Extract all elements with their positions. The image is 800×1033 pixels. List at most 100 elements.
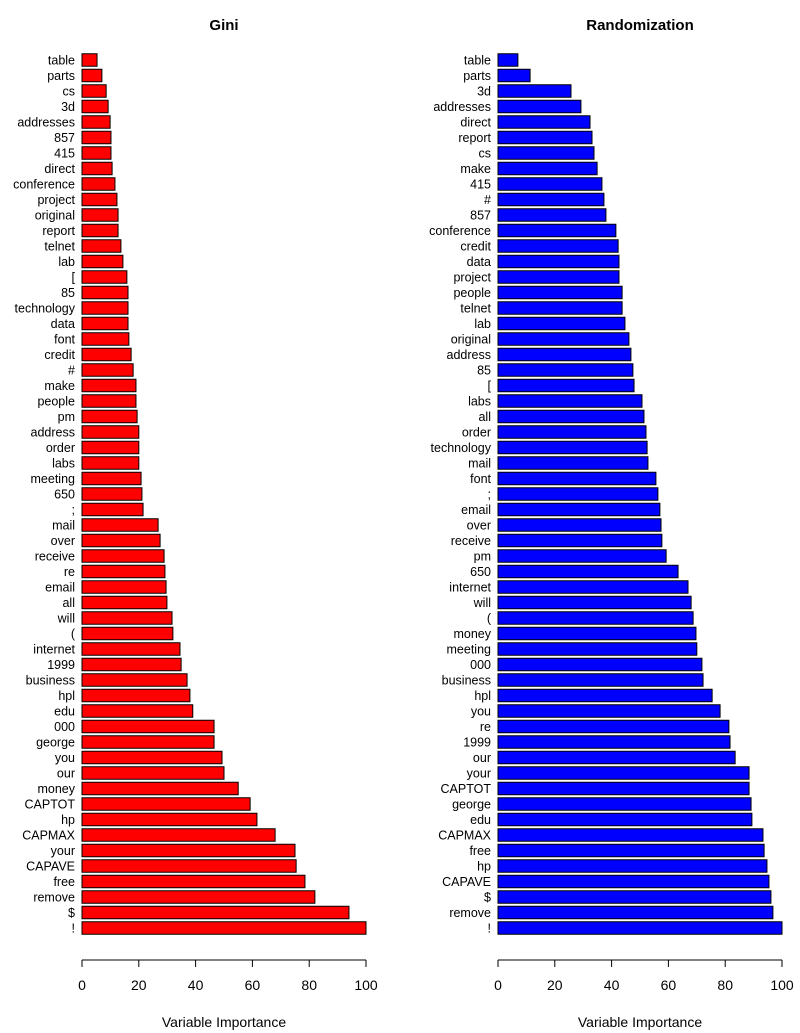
category-label: internet	[33, 643, 75, 657]
bar	[497, 549, 667, 563]
bar	[81, 580, 167, 594]
category-label: technology	[431, 441, 492, 455]
bar	[81, 812, 258, 827]
bar	[81, 781, 239, 796]
category-label: will	[57, 612, 75, 626]
category-label: conference	[13, 178, 75, 192]
category-label: 650	[54, 488, 75, 502]
category-label: CAPTOT	[25, 798, 76, 812]
bar	[497, 518, 662, 532]
bar	[497, 688, 713, 703]
category-label: conference	[429, 224, 491, 238]
bar	[81, 177, 116, 191]
category-label: (	[71, 627, 76, 641]
bar	[497, 285, 623, 300]
bar	[497, 301, 623, 315]
category-label: 85	[477, 364, 491, 378]
bar	[81, 378, 137, 393]
bar	[497, 223, 617, 238]
category-label: edu	[470, 813, 491, 827]
category-label: 857	[54, 131, 75, 145]
bar	[497, 270, 620, 284]
category-label: re	[480, 720, 491, 734]
category-label: direct	[44, 162, 75, 176]
x-tick-label: 100	[354, 977, 378, 993]
bar	[497, 533, 663, 548]
category-label: will	[473, 596, 491, 610]
bar	[497, 611, 694, 625]
bar	[81, 642, 181, 656]
bar	[81, 68, 103, 83]
category-label: meeting	[447, 643, 492, 657]
bar	[81, 874, 306, 889]
bar	[497, 580, 689, 594]
category-label: business	[442, 674, 491, 688]
bar	[81, 518, 159, 532]
bar	[497, 874, 770, 889]
category-label: our	[57, 767, 75, 781]
category-label: remove	[33, 891, 75, 905]
category-label: mail	[468, 457, 491, 471]
category-label: over	[51, 534, 75, 548]
bar	[497, 750, 736, 765]
bar	[497, 130, 593, 145]
category-label: receive	[35, 550, 75, 564]
category-label: people	[37, 395, 75, 409]
bar	[497, 99, 582, 114]
category-label: $	[68, 906, 75, 920]
category-label: over	[467, 519, 491, 533]
category-label: addresses	[17, 116, 75, 130]
bar	[81, 828, 276, 842]
bar	[497, 347, 632, 362]
bar	[81, 595, 168, 610]
category-label: 415	[54, 147, 75, 161]
bar	[81, 332, 130, 346]
category-label: email	[45, 581, 75, 595]
x-tick-label: 40	[604, 977, 620, 993]
category-label: 1999	[463, 736, 491, 750]
bar	[497, 673, 704, 687]
x-tick-label: 20	[547, 977, 563, 993]
category-label: lab	[58, 255, 75, 269]
bar	[81, 161, 113, 176]
category-label: hpl	[474, 689, 491, 703]
category-label: hp	[477, 860, 491, 874]
bar	[81, 53, 98, 67]
category-label: 3d	[61, 100, 75, 114]
bar	[81, 192, 118, 207]
bar	[497, 456, 649, 470]
bar	[497, 394, 643, 408]
bar	[497, 84, 572, 98]
bar	[497, 735, 731, 749]
category-label: hpl	[58, 689, 75, 703]
category-label: our	[473, 751, 491, 765]
bar	[497, 905, 774, 920]
category-label: remove	[449, 906, 491, 920]
bar	[497, 440, 648, 455]
bar	[497, 115, 591, 129]
bar	[81, 146, 112, 160]
bar	[497, 812, 753, 827]
bar	[497, 363, 634, 377]
category-label: $	[484, 891, 491, 905]
bar	[81, 564, 166, 579]
bar	[81, 239, 122, 253]
category-label: address	[31, 426, 75, 440]
bar	[497, 921, 783, 935]
x-tick-label: 80	[301, 977, 317, 993]
category-label: [	[72, 271, 76, 285]
category-label: parts	[47, 69, 75, 83]
category-label: 857	[470, 209, 491, 223]
bar	[497, 192, 605, 207]
bar	[81, 99, 109, 114]
category-label: !	[72, 922, 75, 936]
category-label: data	[467, 255, 491, 269]
category-label: receive	[451, 534, 491, 548]
bar	[497, 626, 697, 641]
category-label: george	[36, 736, 75, 750]
bar	[81, 704, 194, 718]
category-label: 85	[61, 286, 75, 300]
category-label: original	[35, 209, 75, 223]
category-label: 1999	[47, 658, 75, 672]
